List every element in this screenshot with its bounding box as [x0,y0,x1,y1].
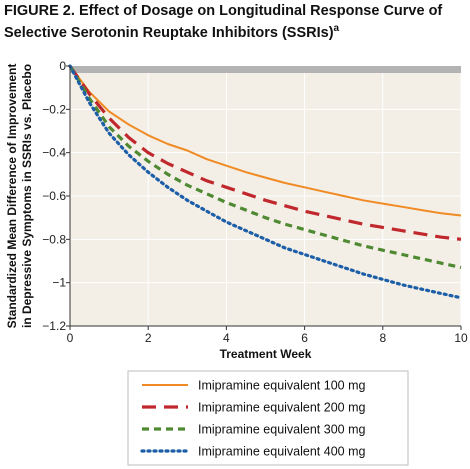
series-line-4 [68,64,463,300]
y-tick-label: −0.2 [42,102,66,116]
legend-label-3: Imipramine equivalent 300 mg [198,423,365,437]
y-tick-label: −1.2 [42,319,66,333]
y-tick-label: −0.8 [42,232,66,246]
footnote-marker: a [333,23,340,34]
figure-label: FIGURE 2. [4,3,75,19]
legend-box [127,370,409,466]
legend: Imipramine equivalent 100 mg Imipramine e… [140,379,365,459]
figure-title: FIGURE 2. Effect of Dosage on Longitudin… [4,2,466,42]
legend-label-2: Imipramine equivalent 200 mg [198,401,365,415]
series-line-2 [68,65,462,241]
x-tick-label: 8 [379,331,386,345]
legend-label-1: Imipramine equivalent 100 mg [198,379,365,393]
legend-label-4: Imipramine equivalent 400 mg [198,445,365,459]
series-line-1 [69,65,462,217]
series-line-3 [68,65,462,270]
x-tick-label: 2 [145,331,152,345]
figure-title-text: Effect of Dosage on Longitudinal Respons… [4,3,443,41]
y-axis-label-line-2: in Depressive Symptoms in SSRIs vs. Plac… [20,64,34,328]
x-tick-label: 0 [67,331,74,345]
y-tick-label: 0 [59,59,66,73]
x-tick-label: 10 [454,331,468,345]
x-axis-label: Treatment Week [220,347,312,361]
y-tick-label: −0.6 [42,189,66,203]
x-tick-label: 4 [223,331,230,345]
y-tick-label: −1 [52,276,66,290]
tick-labels: 0 2 4 6 8 10 0 −0.2 −0.4 −0.6 −0.8 −1 −1.2 [42,59,468,345]
x-tick-label: 6 [301,331,308,345]
y-tick-label: −0.4 [42,146,66,160]
placebo-band [70,66,461,73]
y-axis-label-line-1: Standardized Mean Difference of Improvem… [5,64,19,329]
series-lines [68,64,463,300]
